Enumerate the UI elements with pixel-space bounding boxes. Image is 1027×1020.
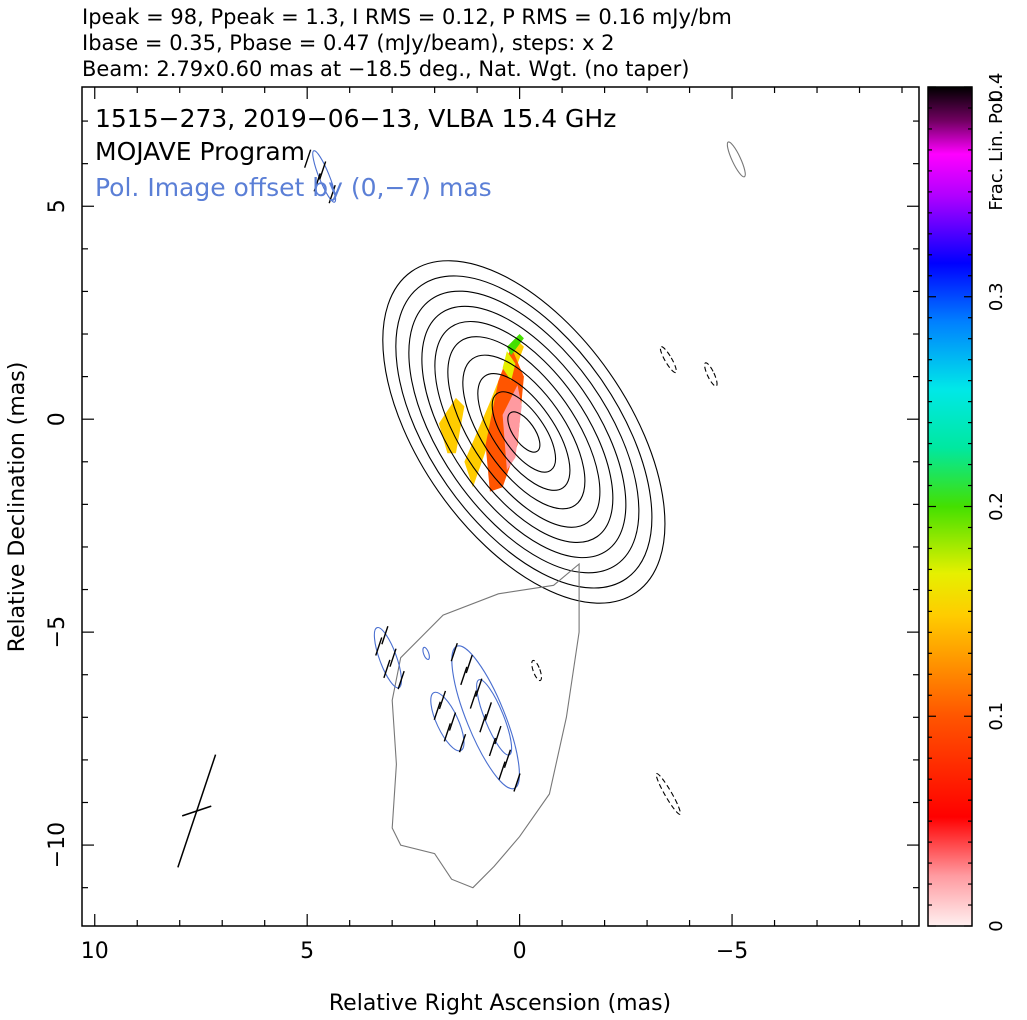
evpa-tick [375,637,383,656]
evpa-tick [433,701,441,720]
stokes-i-contour [408,290,640,574]
annotation-offset: Pol. Image offset by (0,−7) mas [95,173,492,202]
evpa-tick [475,678,483,697]
evpa-tick [383,659,391,679]
y-tick-label: 5 [45,199,70,213]
negative-contour [704,362,718,387]
stokes-i-contour [447,336,601,528]
x-tick-label: 0 [513,939,527,964]
header-line-1: Ipeak = 98, Ppeak = 1.3, I RMS = 0.12, P… [82,5,732,29]
pol-contour [422,646,430,661]
annotation-program: MOJAVE Program [95,137,305,166]
y-tick-label: −5 [45,616,70,648]
colorbar-tick-label: 0.2 [986,492,1007,521]
stokes-i-contour [491,391,557,473]
header-line-2: Ibase = 0.35, Pbase = 0.47 (mJy/beam), s… [82,31,614,55]
stokes-i-contour [395,275,653,589]
evpa-tick [460,666,468,686]
evpa-tick [313,173,321,192]
faint-contour [726,141,746,178]
evpa-tick [304,149,312,168]
pol-contour [430,691,465,752]
negative-contour [531,659,543,682]
stokes-i-contour [477,373,571,491]
evpa-tick [318,161,327,180]
annotation-source: 1515−273, 2019−06−13, VLBA 15.4 GHz [95,104,616,133]
evpa-tick [469,690,478,709]
colorbar-ticks: 0 0.1 0.2 0.3 0.4 [928,73,1007,932]
stokes-i-contour [462,354,586,510]
beam-minor-axis [181,805,212,817]
evpa-tick [498,761,506,780]
x-tick-label: 10 [81,939,109,964]
evpa-tick [450,642,458,662]
y-tick-label: 0 [45,412,70,426]
stokes-i-contour [382,260,666,604]
frac-pol-patch [502,385,522,471]
stokes-i-contour [421,305,627,559]
evpa-tick [397,670,405,690]
evpa-tick [448,712,457,731]
evpa-tick [328,184,336,204]
y-axis-label: Relative Declination (mas) [5,362,30,653]
evpa-tick [465,654,473,674]
evpa-tick [381,626,389,645]
evpa-tick [494,725,502,745]
evpa-tick [488,737,497,757]
negative-contour [659,345,677,374]
x-axis-label: Relative Right Ascension (mas) [329,991,671,1016]
y-tick-label: −10 [45,822,70,868]
evpa-tick [443,723,451,742]
axes: 10 5 0 −5 5 0 −5 −10 [45,87,919,964]
colorbar-tick-label: 0.4 [986,73,1007,102]
evpa-tick [479,714,487,733]
colorbar-label: Frac. Lin. Pol. [986,92,1007,211]
frac-pol-patch [438,397,465,454]
frac-pol-patch [506,334,524,356]
colorbar-tick-label: 0 [986,920,1007,931]
header-line-3: Beam: 2.79x0.60 mas at −18.5 deg., Nat. … [82,57,689,81]
evpa-tick [438,690,447,710]
evpa-tick [513,773,521,792]
colorbar-tick-label: 0.1 [986,702,1007,731]
colorbar-tick-label: 0.3 [986,282,1007,311]
stokes-i-contour [434,320,614,543]
negative-contour [655,773,681,815]
evpa-tick [389,648,397,667]
x-tick-label: 5 [300,939,314,964]
pol-outer-contour [391,562,580,889]
evpa-tick [484,702,493,721]
evpa-tick [458,733,467,753]
frac-pol-patch [502,351,516,381]
plot-frame [81,86,920,927]
stokes-i-contour [507,411,541,453]
plot-content [177,141,746,889]
x-tick-label: −5 [716,939,748,964]
evpa-tick [503,749,512,768]
